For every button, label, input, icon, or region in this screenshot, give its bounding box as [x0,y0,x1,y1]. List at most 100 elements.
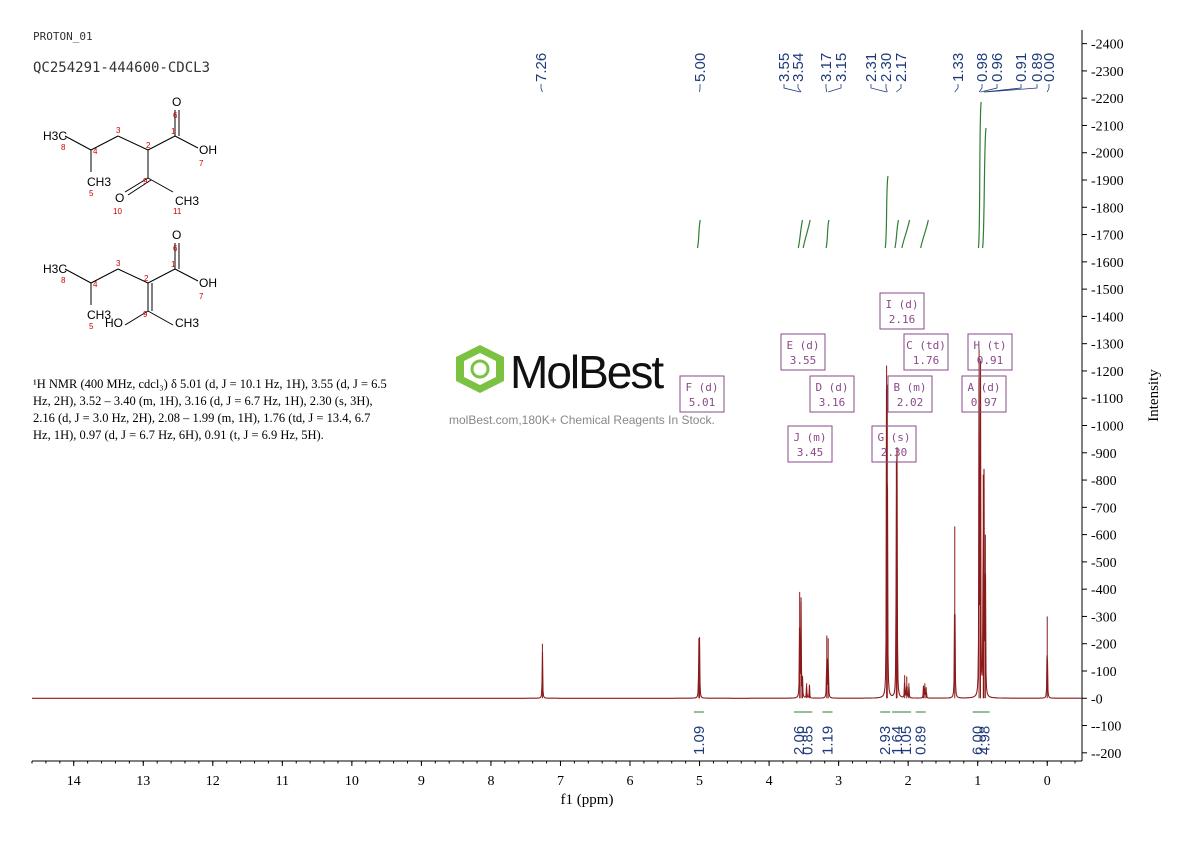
multiplet-label: B (m) [893,381,926,394]
peak-label: 0.98 [974,53,991,82]
experiment-name: PROTON_01 [33,30,93,43]
enol-labels: H3C 8 4 3 2 6 1 O OH 7 CH3 5 HO 9 11 CH3… [43,228,217,331]
multiplet-shift: 5.01 [689,396,716,409]
integral-value: 1.19 [819,726,836,755]
keto-label-9: 9 [143,177,148,186]
chemical-structures: H3C 8 4 3 2 6 1 O OH 7 CH3 5 O 9 10 CH3 … [43,95,217,331]
y-tick-label: -1300 [1091,338,1124,353]
peak-label-connector [783,84,801,93]
x-tick-label: 0 [1044,774,1051,789]
enol-label-h3c: H3C [43,262,67,276]
multiplet-label: I (d) [885,298,918,311]
enol-label-4: 4 [93,280,98,289]
y-tick-label: -2000 [1091,147,1124,162]
peak-label-connector [983,84,1022,93]
enol-label-o-top: O [172,228,181,242]
x-tick-label: 2 [905,774,912,789]
integral-curve [981,127,987,249]
peak-label-connector [985,84,1038,93]
multiplet-box [903,333,949,371]
multiplet-shift: 3.45 [797,446,824,459]
y-tick-label: -400 [1091,583,1117,598]
x-tick-label: 12 [206,774,220,789]
keto-structure [64,110,199,196]
peak-label: 3.55 [776,53,793,82]
peak-label: 3.17 [818,53,835,82]
multiplet-box [871,425,917,463]
integral-value: 4.98 [977,726,994,755]
x-tick-label: 1 [974,774,981,789]
peak-label-connector [870,84,887,93]
peak-label: 0.96 [989,53,1006,82]
peak-label: 0.91 [1013,53,1030,82]
integral-curve [696,219,701,249]
peak-label-connector [896,84,902,93]
multiplet-label: C (td) [906,339,946,352]
peak-label-connector [540,84,543,93]
integral-curve [894,219,900,249]
peak-label: 5.00 [692,53,709,82]
keto-label-4: 4 [93,147,98,156]
integral-curve [825,219,830,249]
integral-value: 1.05 [898,726,915,755]
multiplet-box [967,333,1013,371]
multiplet-label: H (t) [973,339,1006,352]
keto-label-2: 2 [146,141,151,150]
nmr-description: ¹H NMR (400 MHz, cdcl₃) δ 5.01 (d, J = 1… [33,377,387,442]
peak-label-connector [797,84,802,93]
enol-label-8: 8 [61,276,66,285]
integral-curve [802,219,811,249]
x-tick-label: 3 [835,774,842,789]
y-tick-label: -0 [1091,692,1103,707]
multiplet-label: D (d) [815,381,848,394]
spectrum-trace [32,360,1082,699]
x-tick-label: 13 [136,774,150,789]
sample-id: QC254291-444600-CDCL3 [33,60,211,76]
keto-labels: H3C 8 4 3 2 6 1 O OH 7 CH3 5 O 9 10 CH3 … [43,95,217,216]
integral-curve [920,219,929,249]
multiplet-shift: 2.30 [881,446,908,459]
integral-value: 2.06 [791,726,808,755]
x-axis-title: f1 (ppm) [561,792,614,808]
peak-label: 3.15 [833,53,850,82]
y-tick-label: -1100 [1091,392,1123,407]
peak-label-connector [825,84,828,93]
molbest-logo-icon [456,345,504,393]
y-axis-title: Intensity [1146,369,1162,422]
keto-label-11: 11 [173,207,182,216]
multiplet-box [809,375,855,413]
enol-label-7: 7 [199,292,204,301]
multiplet-shift: 0.97 [971,396,998,409]
y-tick-label: -600 [1091,529,1117,544]
y-tick-label: -1600 [1091,256,1124,271]
peak-label-connector [1046,84,1050,93]
y-tick-label: -2300 [1091,65,1124,80]
peak-label-connector [828,84,842,93]
multiplet-shift: 3.16 [819,396,846,409]
multiplet-label: G (s) [877,431,910,444]
peak-label-connector [978,84,983,93]
keto-label-5: 5 [89,189,94,198]
keto-label-o: O [115,191,124,205]
multiplet-box [961,375,1007,413]
integral-curve [977,101,982,249]
x-tick-label: 10 [345,774,359,789]
x-tick-label: 9 [418,774,425,789]
x-tick-label: 11 [276,774,289,789]
multiplet-box [887,375,933,413]
watermark-brand: MolBest [510,346,664,398]
multiplet-box [787,425,833,463]
watermark-tagline: molBest.com,180K+ Chemical Reagents In S… [449,413,715,427]
y-tick-label: -1200 [1091,365,1124,380]
enol-label-6: 6 [173,244,178,253]
enol-label-ch3-b: CH3 [175,316,199,330]
integral-value: 1.64 [889,726,906,755]
peak-label-connector [885,84,888,93]
peak-label-connector [980,84,998,93]
peak-label: 7.26 [533,53,550,82]
y-tick-label: --100 [1091,720,1121,735]
peak-label: 0.89 [1029,53,1046,82]
enol-structure [64,243,199,326]
keto-label-oh: OH [199,143,217,157]
